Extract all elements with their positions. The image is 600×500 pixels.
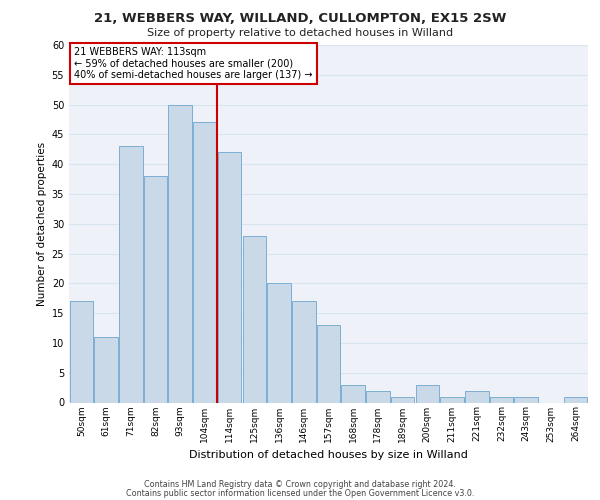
Bar <box>193 122 217 402</box>
Bar <box>218 152 241 402</box>
Bar <box>514 396 538 402</box>
Text: Contains HM Land Registry data © Crown copyright and database right 2024.: Contains HM Land Registry data © Crown c… <box>144 480 456 489</box>
Bar <box>564 396 587 402</box>
Bar <box>317 325 340 402</box>
Bar <box>70 301 93 402</box>
Bar <box>490 396 513 402</box>
Bar <box>119 146 143 402</box>
Bar <box>268 284 291 403</box>
Bar <box>242 236 266 402</box>
Bar <box>94 337 118 402</box>
Bar <box>144 176 167 402</box>
Bar <box>366 390 389 402</box>
Text: Size of property relative to detached houses in Willand: Size of property relative to detached ho… <box>147 28 453 38</box>
Text: 21, WEBBERS WAY, WILLAND, CULLOMPTON, EX15 2SW: 21, WEBBERS WAY, WILLAND, CULLOMPTON, EX… <box>94 12 506 26</box>
Bar <box>465 390 488 402</box>
X-axis label: Distribution of detached houses by size in Willand: Distribution of detached houses by size … <box>189 450 468 460</box>
Y-axis label: Number of detached properties: Number of detached properties <box>37 142 47 306</box>
Bar <box>169 104 192 403</box>
Bar <box>416 384 439 402</box>
Text: 21 WEBBERS WAY: 113sqm
← 59% of detached houses are smaller (200)
40% of semi-de: 21 WEBBERS WAY: 113sqm ← 59% of detached… <box>74 47 313 80</box>
Bar <box>440 396 464 402</box>
Bar <box>292 301 316 402</box>
Bar <box>341 384 365 402</box>
Text: Contains public sector information licensed under the Open Government Licence v3: Contains public sector information licen… <box>126 488 474 498</box>
Bar <box>391 396 415 402</box>
